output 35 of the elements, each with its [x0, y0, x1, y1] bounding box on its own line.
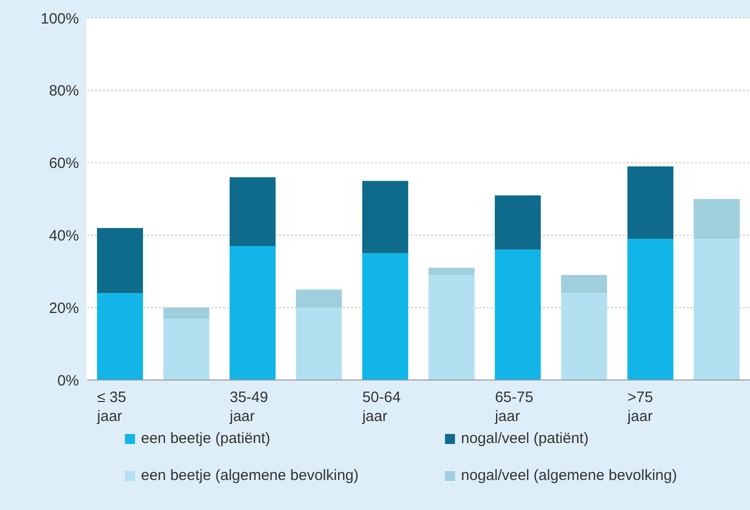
bar	[694, 199, 740, 239]
bar	[97, 228, 143, 294]
x-tick-label: 50-64 jaar	[361, 389, 401, 425]
bar	[296, 308, 342, 380]
y-tick-label: 0%	[57, 372, 79, 390]
y-tick-label: 40%	[48, 228, 79, 245]
bar	[97, 293, 143, 380]
bar	[230, 246, 276, 380]
bar	[428, 268, 474, 276]
bar	[296, 290, 342, 308]
bar	[494, 195, 541, 250]
legend-label: nogal/veel (patiënt)	[460, 430, 590, 447]
legend-label: een beetje (algemene bevolking)	[140, 467, 360, 484]
bar	[362, 180, 408, 254]
y-tick-label: 20%	[48, 300, 79, 317]
bar	[561, 275, 608, 294]
x-tick-label: 65-75 jaar	[494, 389, 534, 425]
bar	[362, 253, 408, 380]
bar	[163, 318, 210, 380]
y-tick-label: 60%	[48, 155, 79, 172]
y-tick-label: 100%	[40, 10, 79, 28]
bar	[561, 293, 608, 380]
bar	[627, 166, 674, 239]
bar	[627, 238, 674, 380]
legend-label: een beetje (patiënt)	[140, 430, 272, 447]
bar	[230, 177, 276, 246]
x-tick-label: ≤ 35 jaar	[96, 389, 126, 425]
bar	[163, 308, 210, 318]
y-tick-label: 80%	[48, 82, 79, 100]
bar	[428, 275, 474, 380]
x-tick-label: 35-49 jaar	[228, 389, 268, 425]
x-tick-label: >75 jaar	[626, 389, 654, 425]
bar	[494, 250, 541, 380]
bar	[694, 238, 740, 380]
legend-label: nogal/veel (algemene bevolking)	[460, 467, 678, 484]
